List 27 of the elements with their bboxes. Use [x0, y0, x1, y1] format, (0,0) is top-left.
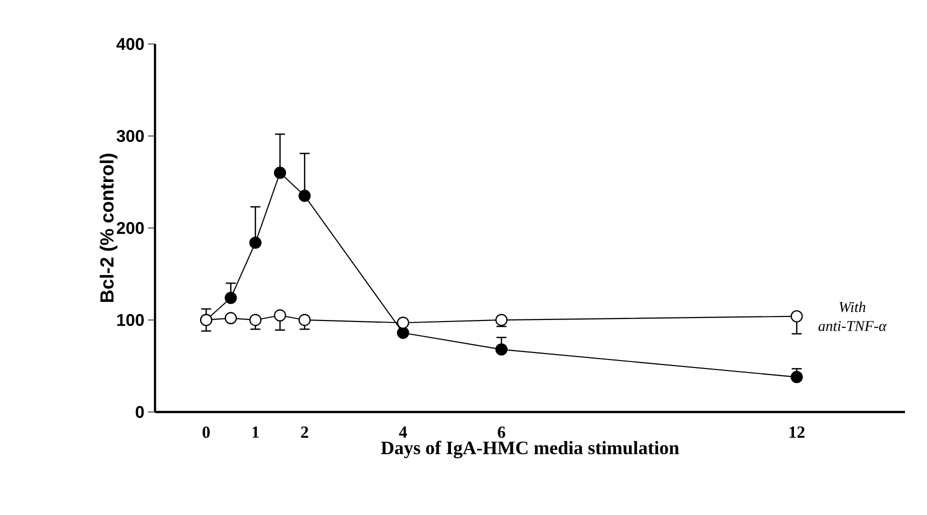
- point: [396, 316, 410, 329]
- point: [298, 190, 311, 202]
- y-tick-label: 0: [136, 406, 144, 418]
- point: [790, 310, 803, 322]
- x-tick-label: 4: [399, 426, 407, 438]
- point: [249, 314, 262, 326]
- y-tick-label: 300: [116, 130, 144, 142]
- point: [249, 236, 262, 249]
- point: [224, 312, 237, 324]
- point: [396, 326, 410, 339]
- y-tick-label: 400: [116, 38, 144, 50]
- point: [298, 314, 311, 326]
- x-tick-label: 1: [252, 426, 259, 438]
- y-tick-label: 100: [117, 314, 144, 326]
- annotation: With anti-TNF-α: [818, 302, 887, 332]
- x-tick-label: 6: [498, 426, 506, 438]
- x-tick-label: 12: [790, 426, 804, 438]
- x-axis-title: Days of IgA-HMC media stimulation: [381, 440, 680, 458]
- point: [224, 292, 237, 304]
- point: [274, 309, 286, 322]
- point: [495, 314, 508, 326]
- point: [495, 343, 508, 356]
- y-tick-label: 200: [116, 222, 144, 234]
- point: [274, 166, 286, 179]
- x-tick-label: 2: [301, 426, 308, 438]
- x-tick-label: 0: [202, 426, 210, 438]
- y-axis-title: Bcl-2 (% control): [100, 154, 118, 302]
